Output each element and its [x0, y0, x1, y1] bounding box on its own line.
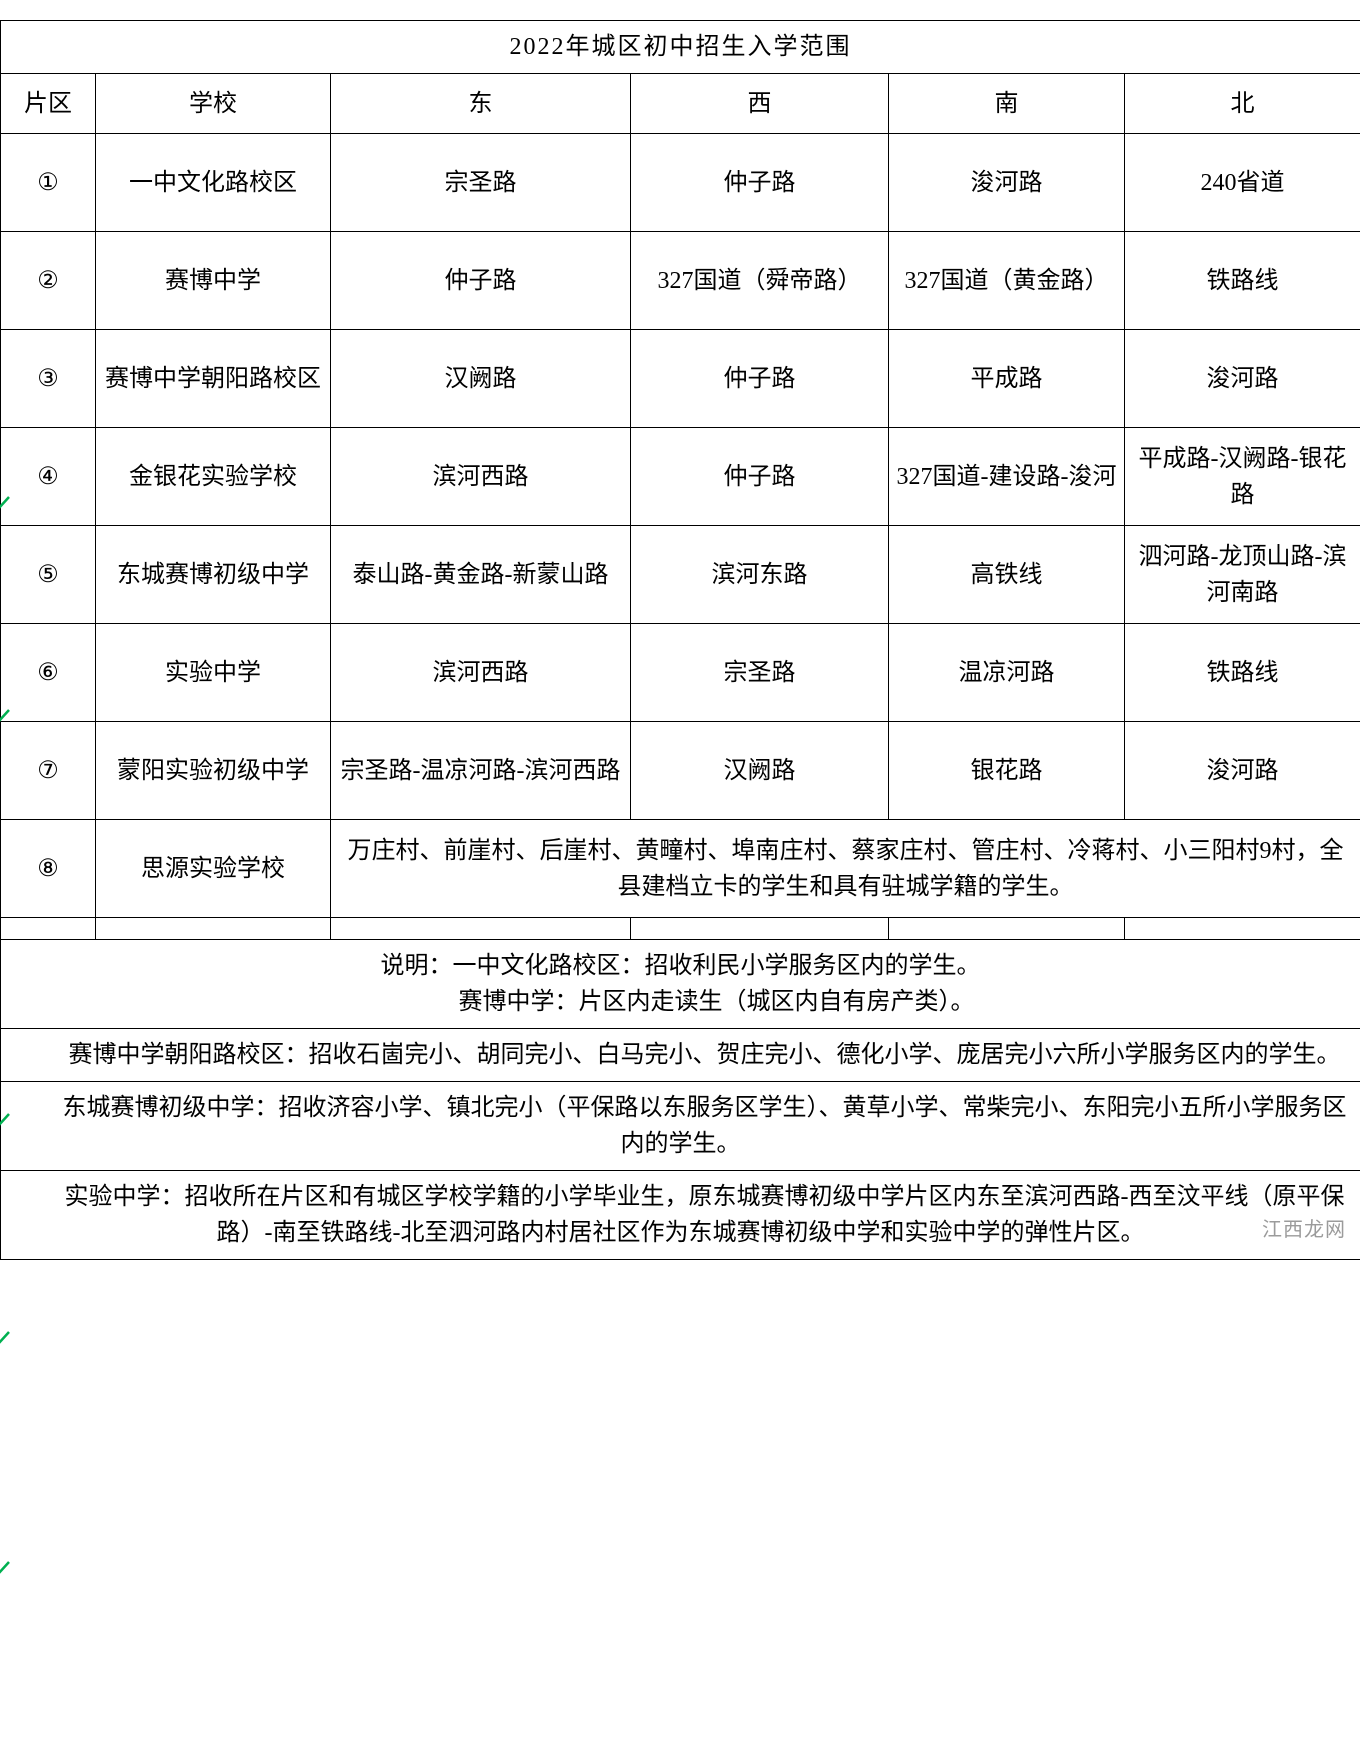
cell-zone: ⑤ — [1, 526, 96, 624]
notes-cell: 实验中学：招收所在片区和有城区学校学籍的小学毕业生，原东城赛博初级中学片区内东至… — [1, 1171, 1360, 1260]
cell-school: 金银花实验学校 — [96, 428, 331, 526]
cell-south: 浚河路 — [889, 134, 1125, 232]
cell-school: 一中文化路校区 — [96, 134, 331, 232]
spacer-cell — [96, 918, 331, 940]
cell-east: 泰山路-黄金路-新蒙山路 — [331, 526, 631, 624]
notes-line-2: 赛博中学：片区内走读生（城区内自有房产类）。 — [7, 984, 1354, 1020]
notes-row-3: 东城赛博初级中学：招收济容小学、镇北完小（平保路以东服务区学生）、黄草小学、常柴… — [1, 1082, 1360, 1171]
enrollment-table: 2022年城区初中招生入学范围 片区 学校 东 西 南 北 ① 一中文化路校区 … — [0, 20, 1360, 1260]
cell-north: 浚河路 — [1125, 722, 1360, 820]
spacer-cell — [331, 918, 631, 940]
spacer-cell — [1125, 918, 1360, 940]
header-north: 北 — [1125, 74, 1360, 134]
cell-north: 240省道 — [1125, 134, 1360, 232]
cell-west: 仲子路 — [631, 134, 889, 232]
cell-east: 汉阙路 — [331, 330, 631, 428]
cell-south: 平成路 — [889, 330, 1125, 428]
table-row: ⑤ 东城赛博初级中学 泰山路-黄金路-新蒙山路 滨河东路 高铁线 泗河路-龙顶山… — [1, 526, 1360, 624]
notes-row-1: 说明：一中文化路校区：招收利民小学服务区内的学生。 赛博中学：片区内走读生（城区… — [1, 940, 1360, 1029]
cell-zone: ⑥ — [1, 624, 96, 722]
cell-school: 思源实验学校 — [96, 820, 331, 918]
notes-cell: 赛博中学朝阳路校区：招收石崮完小、胡同完小、白马完小、贺庄完小、德化小学、庞居完… — [1, 1029, 1360, 1082]
watermark-text: 江西龙网 — [1262, 1213, 1346, 1242]
page-container: 2022年城区初中招生入学范围 片区 学校 东 西 南 北 ① 一中文化路校区 … — [0, 20, 1360, 1260]
notes-line-3: 赛博中学朝阳路校区：招收石崮完小、胡同完小、白马完小、贺庄完小、德化小学、庞居完… — [7, 1037, 1354, 1073]
table-row: ⑦ 蒙阳实验初级中学 宗圣路-温凉河路-滨河西路 汉阙路 银花路 浚河路 — [1, 722, 1360, 820]
notes-cell: 东城赛博初级中学：招收济容小学、镇北完小（平保路以东服务区学生）、黄草小学、常柴… — [1, 1082, 1360, 1171]
tick-mark-icon — [0, 1560, 10, 1576]
cell-school: 实验中学 — [96, 624, 331, 722]
cell-north: 泗河路-龙顶山路-滨河南路 — [1125, 526, 1360, 624]
header-zone: 片区 — [1, 74, 96, 134]
header-row: 片区 学校 东 西 南 北 — [1, 74, 1360, 134]
cell-zone: ⑦ — [1, 722, 96, 820]
header-west: 西 — [631, 74, 889, 134]
header-south: 南 — [889, 74, 1125, 134]
spacer-cell — [1, 918, 96, 940]
cell-north: 铁路线 — [1125, 624, 1360, 722]
notes-line-5: 实验中学：招收所在片区和有城区学校学籍的小学毕业生，原东城赛博初级中学片区内东至… — [7, 1179, 1354, 1251]
table-row: ① 一中文化路校区 宗圣路 仲子路 浚河路 240省道 — [1, 134, 1360, 232]
cell-school: 赛博中学朝阳路校区 — [96, 330, 331, 428]
table-row: ⑧ 思源实验学校 万庄村、前崖村、后崖村、黄疃村、埠南庄村、蔡家庄村、管庄村、冷… — [1, 820, 1360, 918]
notes-cell: 说明：一中文化路校区：招收利民小学服务区内的学生。 赛博中学：片区内走读生（城区… — [1, 940, 1360, 1029]
cell-zone: ② — [1, 232, 96, 330]
table-row: ④ 金银花实验学校 滨河西路 仲子路 327国道-建设路-浚河 平成路-汉阙路-… — [1, 428, 1360, 526]
cell-west: 宗圣路 — [631, 624, 889, 722]
notes-line-4: 东城赛博初级中学：招收济容小学、镇北完小（平保路以东服务区学生）、黄草小学、常柴… — [7, 1090, 1354, 1162]
spacer-cell — [889, 918, 1125, 940]
cell-west: 327国道（舜帝路） — [631, 232, 889, 330]
cell-south: 银花路 — [889, 722, 1125, 820]
spacer-cell — [631, 918, 889, 940]
cell-west: 仲子路 — [631, 428, 889, 526]
tick-mark-icon — [0, 1330, 10, 1346]
cell-zone: ⑧ — [1, 820, 96, 918]
table-row: ② 赛博中学 仲子路 327国道（舜帝路） 327国道（黄金路） 铁路线 — [1, 232, 1360, 330]
cell-north: 浚河路 — [1125, 330, 1360, 428]
cell-south: 327国道-建设路-浚河 — [889, 428, 1125, 526]
table-title: 2022年城区初中招生入学范围 — [1, 21, 1360, 74]
spacer-row — [1, 918, 1360, 940]
cell-school: 赛博中学 — [96, 232, 331, 330]
table-row: ③ 赛博中学朝阳路校区 汉阙路 仲子路 平成路 浚河路 — [1, 330, 1360, 428]
cell-west: 滨河东路 — [631, 526, 889, 624]
notes-line-1: 说明：一中文化路校区：招收利民小学服务区内的学生。 — [7, 948, 1354, 984]
cell-east: 滨河西路 — [331, 428, 631, 526]
cell-merged-description: 万庄村、前崖村、后崖村、黄疃村、埠南庄村、蔡家庄村、管庄村、冷蒋村、小三阳村9村… — [331, 820, 1360, 918]
cell-south: 温凉河路 — [889, 624, 1125, 722]
header-east: 东 — [331, 74, 631, 134]
cell-east: 滨河西路 — [331, 624, 631, 722]
header-school: 学校 — [96, 74, 331, 134]
cell-south: 327国道（黄金路） — [889, 232, 1125, 330]
notes-row-2: 赛博中学朝阳路校区：招收石崮完小、胡同完小、白马完小、贺庄完小、德化小学、庞居完… — [1, 1029, 1360, 1082]
cell-school: 蒙阳实验初级中学 — [96, 722, 331, 820]
cell-east: 仲子路 — [331, 232, 631, 330]
notes-row-4: 实验中学：招收所在片区和有城区学校学籍的小学毕业生，原东城赛博初级中学片区内东至… — [1, 1171, 1360, 1260]
cell-school: 东城赛博初级中学 — [96, 526, 331, 624]
cell-zone: ① — [1, 134, 96, 232]
cell-west: 汉阙路 — [631, 722, 889, 820]
cell-zone: ④ — [1, 428, 96, 526]
cell-west: 仲子路 — [631, 330, 889, 428]
cell-north: 铁路线 — [1125, 232, 1360, 330]
cell-north: 平成路-汉阙路-银花路 — [1125, 428, 1360, 526]
cell-east: 宗圣路-温凉河路-滨河西路 — [331, 722, 631, 820]
table-row: ⑥ 实验中学 滨河西路 宗圣路 温凉河路 铁路线 — [1, 624, 1360, 722]
cell-east: 宗圣路 — [331, 134, 631, 232]
cell-zone: ③ — [1, 330, 96, 428]
title-row: 2022年城区初中招生入学范围 — [1, 21, 1360, 74]
cell-south: 高铁线 — [889, 526, 1125, 624]
